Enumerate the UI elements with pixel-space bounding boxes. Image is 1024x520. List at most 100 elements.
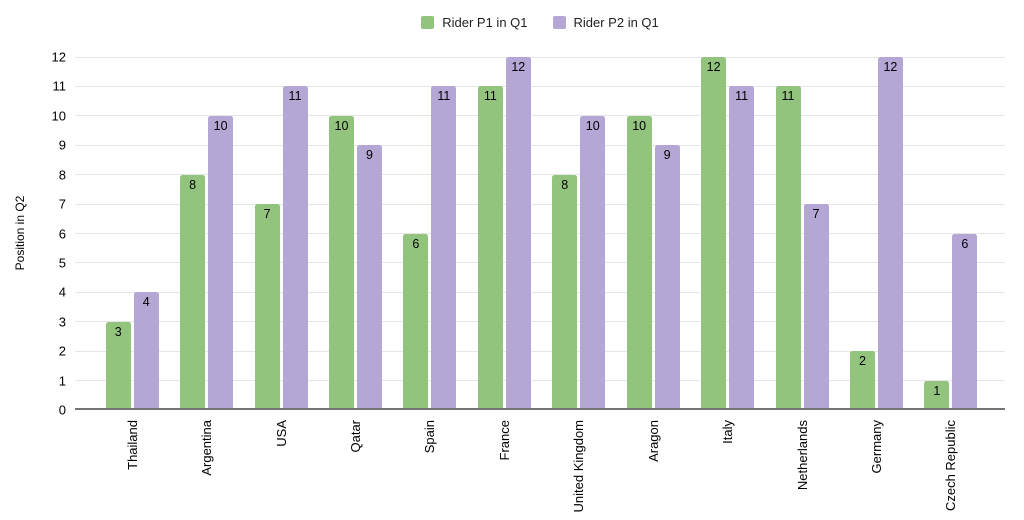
bar[interactable]: 11 — [775, 86, 801, 410]
bar[interactable]: 10 — [626, 115, 652, 410]
bar-value-label: 2 — [858, 354, 866, 369]
y-axis-tick-label: 9 — [58, 137, 66, 153]
bar-group: 8 10 — [542, 57, 616, 410]
gridline — [75, 262, 1005, 264]
legend-swatch-icon — [421, 15, 435, 29]
bar[interactable]: 7 — [803, 204, 829, 410]
y-axis-tick-label: 2 — [58, 343, 66, 359]
legend-swatch-icon — [552, 15, 566, 29]
bars-layer: 3 4 8 10 7 11 10 9 6 11 11 12 8 10 10 9 12 11 11 7 2 12 1 6 — [95, 57, 988, 410]
bar[interactable]: 11 — [282, 86, 308, 410]
bar[interactable]: 9 — [356, 145, 382, 410]
bar-value-label: 11 — [735, 89, 749, 104]
bar-value-label: 7 — [263, 207, 271, 222]
legend-label: Rider P2 in Q1 — [573, 14, 659, 30]
gridline — [75, 291, 1005, 293]
bar[interactable]: 6 — [403, 233, 429, 410]
x-axis-label-cell: Thailand — [95, 420, 169, 515]
bar[interactable]: 4 — [133, 292, 159, 410]
bar-value-label: 4 — [142, 295, 150, 310]
bar-value-label: 10 — [213, 118, 228, 133]
x-axis-category-label: Netherlands — [794, 420, 810, 491]
x-axis-label-cell: Argentina — [169, 420, 243, 515]
x-axis-category-labels: Thailand Argentina USA Qatar Spain France Unit… — [75, 420, 1005, 515]
bar-value-label: 10 — [585, 118, 600, 133]
x-axis-category-label: Thailand — [124, 420, 140, 470]
x-axis-label-cell: United Kingdom — [542, 420, 616, 515]
bar-group: 6 11 — [393, 57, 467, 410]
legend-label: Rider P1 in Q1 — [442, 14, 528, 30]
x-axis-category-label: Argentina — [199, 420, 215, 476]
bar-value-label: 6 — [961, 236, 969, 251]
bar-value-label: 11 — [437, 89, 451, 104]
bar[interactable]: 11 — [477, 86, 503, 410]
gridline — [75, 115, 1005, 117]
x-axis-label-cell: France — [467, 420, 541, 515]
bar[interactable]: 11 — [729, 86, 755, 410]
x-axis-label-cell: Netherlands — [765, 420, 839, 515]
x-axis-label-cell: Italy — [690, 420, 764, 515]
bar-group: 10 9 — [318, 57, 392, 410]
bar[interactable]: 6 — [952, 233, 978, 410]
bar[interactable]: 10 — [328, 115, 354, 410]
gridline — [75, 85, 1005, 87]
bar[interactable]: 12 — [701, 57, 727, 410]
x-axis-category-label: United Kingdom — [571, 420, 587, 513]
x-axis-line — [75, 408, 1005, 410]
bar[interactable]: 2 — [849, 351, 875, 410]
bar[interactable]: 1 — [924, 380, 950, 410]
bar-value-label: 11 — [288, 89, 302, 104]
y-axis-tick-label: 12 — [51, 49, 66, 65]
bar-value-label: 11 — [781, 89, 795, 104]
plot-area: 3 4 8 10 7 11 10 9 6 11 11 12 8 10 10 9 12 11 11 7 2 12 1 6 — [75, 56, 1005, 410]
bar[interactable]: 9 — [654, 145, 680, 410]
y-axis-tick-label: 4 — [58, 284, 66, 300]
bar-value-label: 10 — [334, 118, 349, 133]
bar-value-label: 9 — [365, 148, 373, 163]
x-axis-category-label: Qatar — [347, 420, 363, 453]
bar[interactable]: 7 — [254, 204, 280, 410]
bar[interactable]: 8 — [552, 174, 578, 410]
chart-legend: Rider P1 in Q1 Rider P2 in Q1 — [75, 14, 1005, 30]
bar-value-label: 12 — [706, 60, 721, 74]
y-axis-tick-label: 3 — [58, 314, 66, 330]
bar[interactable]: 8 — [180, 174, 206, 410]
bar[interactable]: 10 — [580, 115, 606, 410]
gridline — [75, 233, 1005, 234]
bar-group: 7 11 — [244, 57, 318, 410]
y-axis-tick-labels: 0 1 2 3 4 5 6 7 8 9 10 11 12 — [0, 51, 66, 417]
gridline — [75, 56, 1005, 58]
gridline — [75, 380, 1005, 382]
x-axis-label-cell: Spain — [393, 420, 467, 515]
bar-value-label: 12 — [883, 60, 898, 74]
gridline — [75, 321, 1005, 323]
x-axis-label-cell: Aragon — [616, 420, 690, 515]
y-axis-tick-label: 1 — [58, 373, 66, 389]
bar-value-label: 10 — [632, 118, 647, 133]
y-axis-tick-label: 0 — [58, 402, 66, 418]
legend-item[interactable]: Rider P1 in Q1 — [421, 14, 528, 30]
gridline — [75, 174, 1005, 176]
gridline — [75, 144, 1005, 146]
x-axis-category-label: Italy — [720, 420, 736, 444]
bar[interactable]: 3 — [105, 321, 131, 410]
legend-item[interactable]: Rider P2 in Q1 — [552, 14, 659, 30]
y-axis-tick-label: 7 — [58, 196, 66, 212]
y-axis-tick-label: 8 — [58, 167, 66, 183]
bar[interactable]: 10 — [208, 115, 234, 410]
bar[interactable]: 12 — [877, 57, 903, 410]
y-axis-tick-label: 6 — [58, 226, 66, 241]
bar-value-label: 8 — [561, 177, 569, 192]
gridline — [75, 203, 1005, 205]
bar[interactable]: 12 — [505, 57, 531, 410]
bar-value-label: 7 — [812, 207, 820, 222]
bar[interactable]: 11 — [431, 86, 457, 410]
bar-value-label: 6 — [412, 236, 420, 251]
x-axis-category-label: USA — [273, 420, 289, 447]
x-axis-label-cell: Qatar — [318, 420, 392, 515]
x-axis-category-label: Aragon — [645, 420, 661, 462]
bar-value-label: 12 — [511, 60, 526, 74]
bar-group: 2 12 — [839, 57, 913, 410]
